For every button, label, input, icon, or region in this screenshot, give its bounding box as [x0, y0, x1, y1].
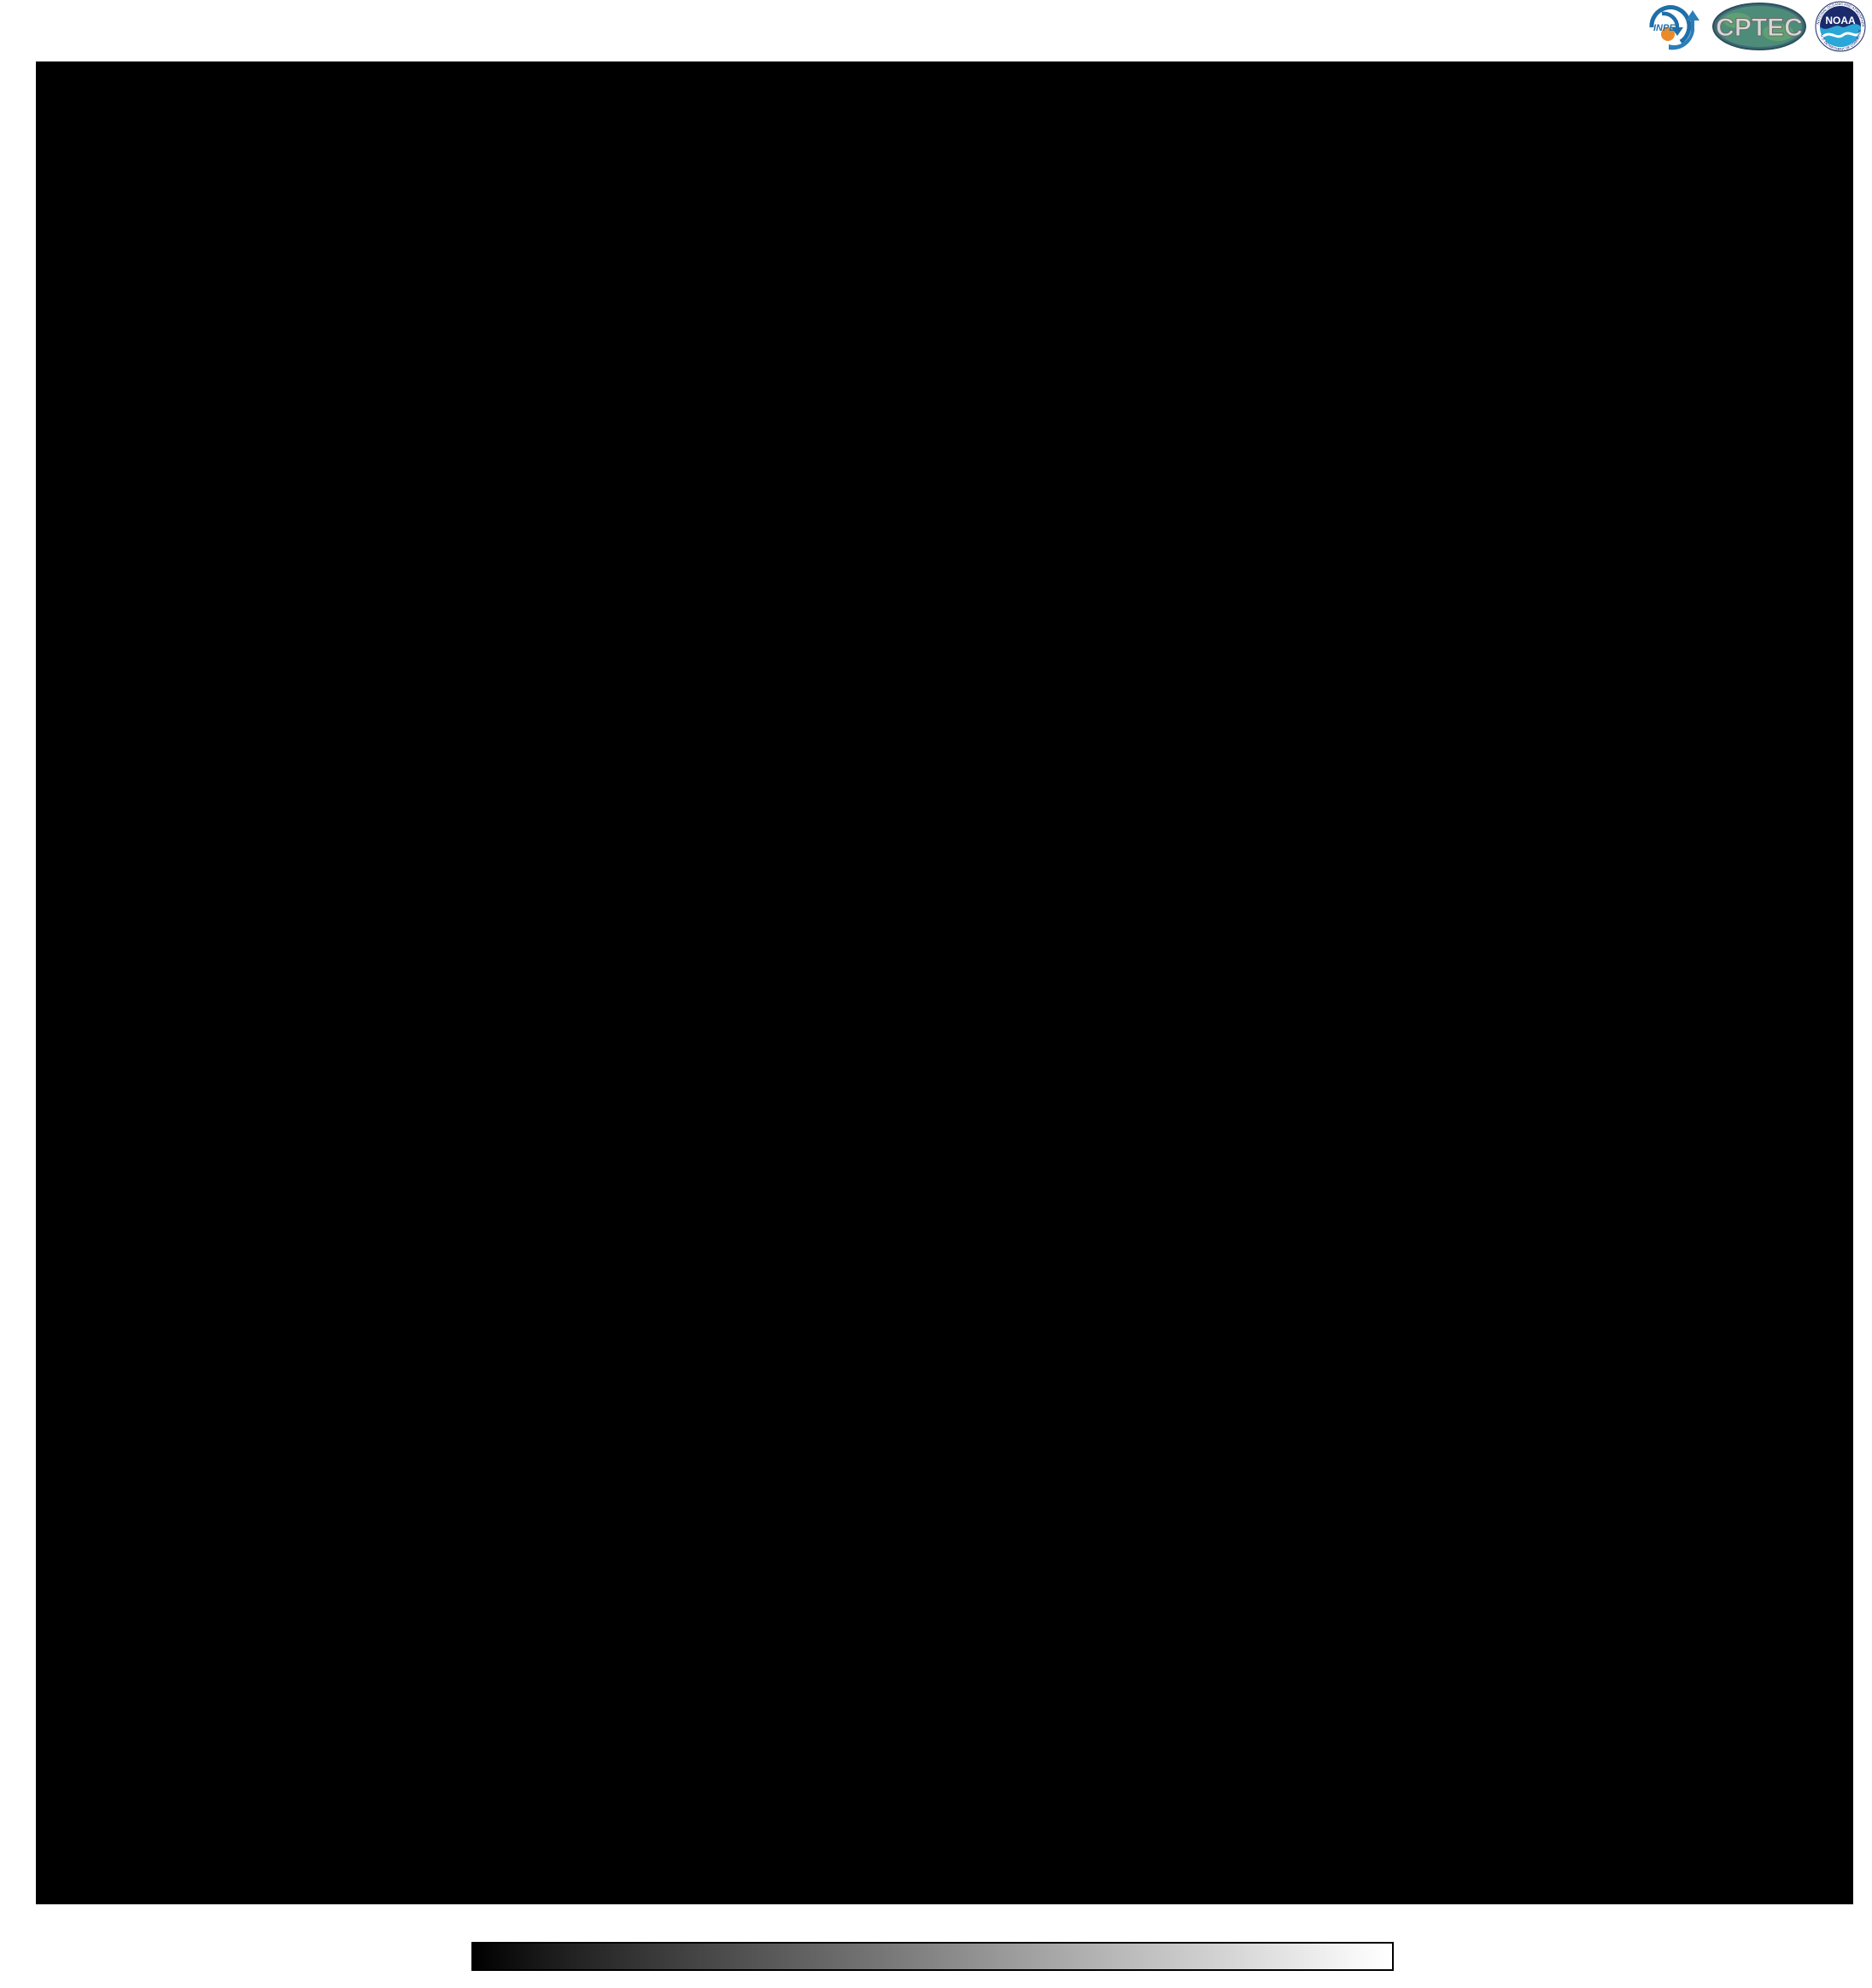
svg-text:NOAA: NOAA	[1825, 15, 1856, 26]
svg-text:CPTEC: CPTEC	[1716, 14, 1803, 42]
colorbar	[471, 1942, 1394, 1971]
noaa-logo: NOAA NATIONAL OCEANIC AND ATMOSPHERIC AD…	[1812, 0, 1867, 56]
svg-text:INPE: INPE	[1653, 23, 1676, 33]
satellite-imagery-canvas[interactable]	[37, 62, 1852, 1903]
header-bar: INPE CPTEC NOAA	[0, 0, 1872, 56]
inpe-logo: INPE	[1643, 2, 1705, 56]
colorbar-gradient	[471, 1942, 1394, 1971]
cptec-logo: CPTEC	[1711, 2, 1807, 56]
satellite-image-plot[interactable]	[36, 61, 1853, 1904]
logo-strip: INPE CPTEC NOAA	[1643, 0, 1867, 56]
